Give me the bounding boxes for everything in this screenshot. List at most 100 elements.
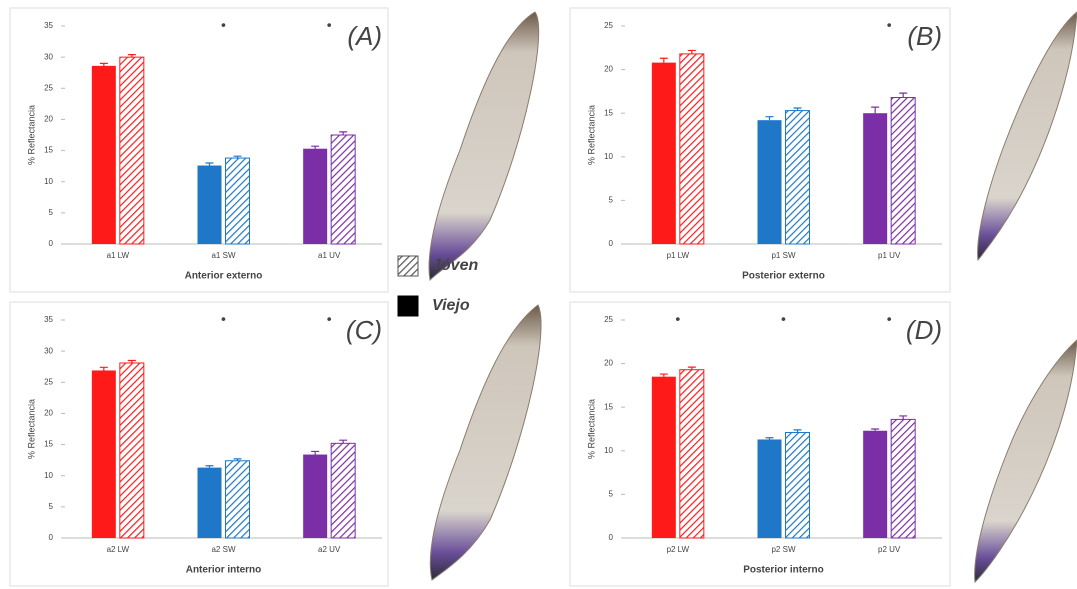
significance-marker: •: [221, 17, 226, 33]
y-tick-label: 15: [44, 440, 53, 449]
bar: [226, 158, 250, 244]
y-tick-label: 30: [44, 52, 53, 61]
legend-label: Viejo: [432, 297, 470, 314]
error-bar: [871, 107, 879, 113]
bar: [680, 54, 704, 244]
x-tick-label: p1 UV: [878, 251, 901, 260]
error-bar: [660, 58, 668, 62]
y-tick-label: 5: [49, 208, 54, 217]
bar: [891, 98, 915, 244]
y-tick-label: 20: [604, 359, 613, 368]
error-bar: [688, 50, 696, 53]
x-axis-title: Anterior interno: [186, 565, 262, 576]
y-tick-label: 35: [44, 21, 53, 30]
bar: [120, 57, 144, 244]
y-tick-label: 20: [44, 409, 53, 418]
x-tick-label: a2 SW: [211, 545, 235, 554]
y-tick-label: 25: [604, 21, 613, 30]
bar: [786, 111, 810, 244]
y-tick-label: 5: [609, 196, 614, 205]
y-axis-title: % Reflectancia: [26, 399, 36, 459]
y-tick-label: 10: [44, 471, 53, 480]
significance-marker: •: [887, 311, 892, 327]
y-tick-label: 10: [44, 177, 53, 186]
y-tick-label: 5: [49, 502, 54, 511]
y-tick-label: 5: [609, 490, 614, 499]
error-bar: [206, 466, 214, 468]
bar: [758, 439, 782, 538]
bar: [198, 468, 222, 538]
x-tick-label: a1 LW: [107, 251, 130, 260]
bar: [92, 370, 116, 538]
x-tick-label: p2 LW: [667, 545, 690, 554]
legend-swatch: [398, 296, 418, 316]
wing-image: [975, 340, 1077, 582]
y-axis-title: % Reflectancia: [586, 399, 596, 459]
x-axis-title: Posterior interno: [743, 565, 824, 576]
y-tick-label: 0: [609, 533, 614, 542]
legend-swatch: [398, 256, 418, 276]
y-axis-title: % Reflectancia: [586, 105, 596, 165]
y-tick-label: 25: [44, 83, 53, 92]
significance-marker: •: [327, 17, 332, 33]
bar: [303, 455, 327, 538]
bar: [891, 419, 915, 538]
y-tick-label: 35: [44, 315, 53, 324]
y-tick-label: 15: [604, 108, 613, 117]
x-tick-label: p2 UV: [878, 545, 901, 554]
bar: [226, 461, 250, 538]
error-bar: [766, 117, 774, 120]
bar: [303, 149, 327, 244]
x-tick-label: p1 SW: [771, 251, 795, 260]
y-tick-label: 0: [609, 239, 614, 248]
x-tick-label: p1 LW: [667, 251, 690, 260]
significance-marker: •: [675, 311, 680, 327]
bar: [786, 432, 810, 538]
figure: Jóven Viejo (A) % Reflectancia Anterior ext…: [0, 0, 1077, 589]
bar: [92, 66, 116, 244]
y-tick-label: 20: [604, 65, 613, 74]
significance-marker: •: [221, 311, 226, 327]
bar: [120, 363, 144, 538]
error-bar: [899, 416, 907, 419]
y-tick-label: 15: [604, 402, 613, 411]
error-bar: [311, 451, 319, 454]
y-tick-label: 20: [44, 115, 53, 124]
error-bar: [899, 93, 907, 97]
x-axis-title: Posterior externo: [742, 271, 825, 282]
legend-label: Jóven: [432, 257, 478, 274]
y-tick-label: 0: [49, 239, 54, 248]
bar: [863, 113, 887, 244]
y-tick-label: 25: [604, 315, 613, 324]
bar: [331, 443, 355, 538]
significance-marker: •: [327, 311, 332, 327]
x-tick-label: a1 SW: [211, 251, 235, 260]
y-tick-label: 10: [604, 446, 613, 455]
y-axis-title: % Reflectancia: [26, 105, 36, 165]
y-tick-label: 30: [44, 346, 53, 355]
x-tick-label: a2 UV: [318, 545, 341, 554]
bar: [758, 120, 782, 244]
bar: [331, 135, 355, 244]
y-tick-label: 25: [44, 377, 53, 386]
bar: [863, 431, 887, 538]
y-tick-label: 10: [604, 152, 613, 161]
panel-label: (A): [347, 21, 382, 51]
error-bar: [660, 374, 668, 377]
bar: [198, 166, 222, 244]
wing-image: [430, 305, 541, 580]
panel-label: (C): [346, 315, 382, 345]
error-bar: [766, 438, 774, 440]
x-tick-label: p2 SW: [771, 545, 795, 554]
wing-image: [978, 12, 1077, 260]
bar: [652, 63, 676, 244]
x-tick-label: a2 LW: [107, 545, 130, 554]
error-bar: [871, 429, 879, 431]
y-tick-label: 15: [44, 146, 53, 155]
panel-label: (B): [907, 21, 942, 51]
error-bar: [100, 367, 108, 370]
error-bar: [206, 163, 214, 165]
panel-label: (D): [906, 315, 942, 345]
x-axis-title: Anterior externo: [185, 271, 263, 282]
x-tick-label: a1 UV: [318, 251, 341, 260]
